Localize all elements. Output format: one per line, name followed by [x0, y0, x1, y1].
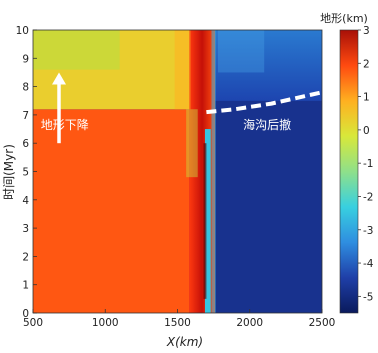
colorbar-tick-label: -1 [363, 158, 373, 170]
x-axis-label: X(km) [166, 335, 203, 349]
y-tick-label: 2 [22, 251, 29, 263]
late-plain-orange-edge [174, 30, 191, 110]
x-tick-label: 2000 [236, 317, 263, 329]
late-plain-green-band [33, 30, 120, 70]
colorbar-tick-label: 1 [363, 92, 370, 104]
annotation-subsidence: 地形下降 [41, 118, 89, 132]
texture-layer [33, 30, 265, 313]
colorbar-tick-label: -2 [363, 191, 373, 203]
x-tick-label: 1500 [164, 317, 191, 329]
x-tick-label: 1000 [92, 317, 119, 329]
colorbar: 地形(km) 3 2 1 0 -1 -2 -3 -4 -5 [320, 12, 374, 314]
x-axis-ticks: 500 1000 1500 2000 2500 [23, 309, 335, 329]
colorbar-tick-label: -3 [363, 225, 373, 237]
annotation-trench-retreat: 海沟后撤 [243, 117, 291, 132]
colorbar-tick-label: 2 [363, 58, 370, 70]
plot-area [33, 30, 322, 313]
margin-green-transition [186, 109, 198, 178]
y-tick-label: 10 [16, 25, 29, 37]
y-tick-label: 1 [22, 280, 29, 292]
late-ocean-light-patch [217, 30, 265, 73]
y-axis-label: 时间(Myr) [2, 144, 16, 200]
colorbar-tick-label: -4 [363, 258, 374, 270]
y-tick-label: 0 [22, 308, 29, 320]
region-trench [204, 129, 211, 313]
y-tick-label: 6 [22, 138, 29, 150]
y-tick-label: 9 [22, 53, 29, 65]
colorbar-tick-label: -5 [363, 291, 373, 303]
colorbar-gradient [339, 29, 359, 314]
subsidence-arrow [52, 72, 67, 144]
y-tick-label: 7 [22, 110, 29, 122]
trench-retreat-dashed-line [206, 90, 323, 115]
region-post-retreat-basin [215, 30, 322, 101]
region-early-continental-plain [33, 109, 190, 313]
y-axis-ticks: 0 1 2 3 4 5 6 7 8 9 10 [16, 25, 37, 320]
arrow-up-icon [52, 72, 67, 85]
colorbar-ticks: 3 2 1 0 -1 -2 -3 -4 -5 [358, 25, 374, 303]
margin-cyan-strip [211, 30, 216, 313]
y-tick-label: 5 [22, 167, 29, 179]
colorbar-tick-label: 0 [363, 125, 370, 137]
y-tick-label: 3 [22, 223, 29, 235]
x-tick-label: 2500 [309, 317, 336, 329]
colorbar-label: 地形(km) [320, 12, 368, 25]
y-tick-label: 4 [22, 195, 29, 207]
colorbar-tick-label: 3 [363, 25, 370, 37]
x-tick-label: 500 [23, 317, 43, 329]
region-ocean-basin [215, 100, 322, 313]
y-tick-label: 8 [22, 82, 29, 94]
trench-dark-streak [203, 143, 207, 299]
